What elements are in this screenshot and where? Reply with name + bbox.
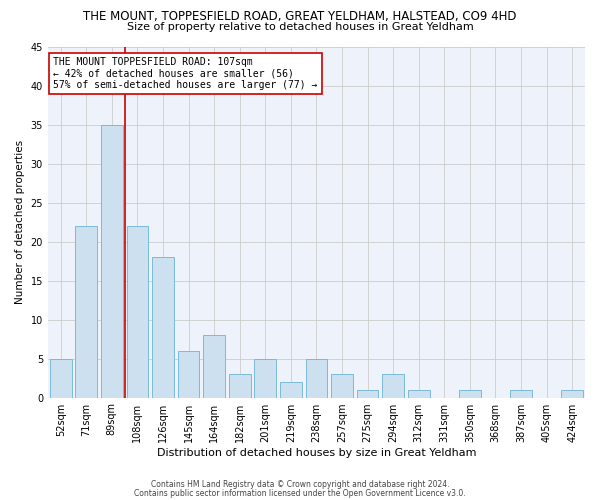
Y-axis label: Number of detached properties: Number of detached properties — [15, 140, 25, 304]
Bar — [178, 351, 199, 398]
Bar — [408, 390, 430, 398]
Bar — [152, 257, 174, 398]
Bar — [562, 390, 583, 398]
Bar — [229, 374, 251, 398]
Bar — [101, 124, 123, 398]
Text: Contains HM Land Registry data © Crown copyright and database right 2024.: Contains HM Land Registry data © Crown c… — [151, 480, 449, 489]
Text: Contains public sector information licensed under the Open Government Licence v3: Contains public sector information licen… — [134, 488, 466, 498]
Bar — [305, 358, 328, 398]
Bar — [357, 390, 379, 398]
Bar — [331, 374, 353, 398]
Bar — [510, 390, 532, 398]
Text: Size of property relative to detached houses in Great Yeldham: Size of property relative to detached ho… — [127, 22, 473, 32]
Bar — [382, 374, 404, 398]
Bar — [459, 390, 481, 398]
Bar — [127, 226, 148, 398]
Bar — [76, 226, 97, 398]
Bar — [203, 335, 225, 398]
Text: THE MOUNT, TOPPESFIELD ROAD, GREAT YELDHAM, HALSTEAD, CO9 4HD: THE MOUNT, TOPPESFIELD ROAD, GREAT YELDH… — [83, 10, 517, 23]
Bar — [280, 382, 302, 398]
Text: THE MOUNT TOPPESFIELD ROAD: 107sqm
← 42% of detached houses are smaller (56)
57%: THE MOUNT TOPPESFIELD ROAD: 107sqm ← 42%… — [53, 57, 317, 90]
Bar — [50, 358, 71, 398]
X-axis label: Distribution of detached houses by size in Great Yeldham: Distribution of detached houses by size … — [157, 448, 476, 458]
Bar — [254, 358, 276, 398]
